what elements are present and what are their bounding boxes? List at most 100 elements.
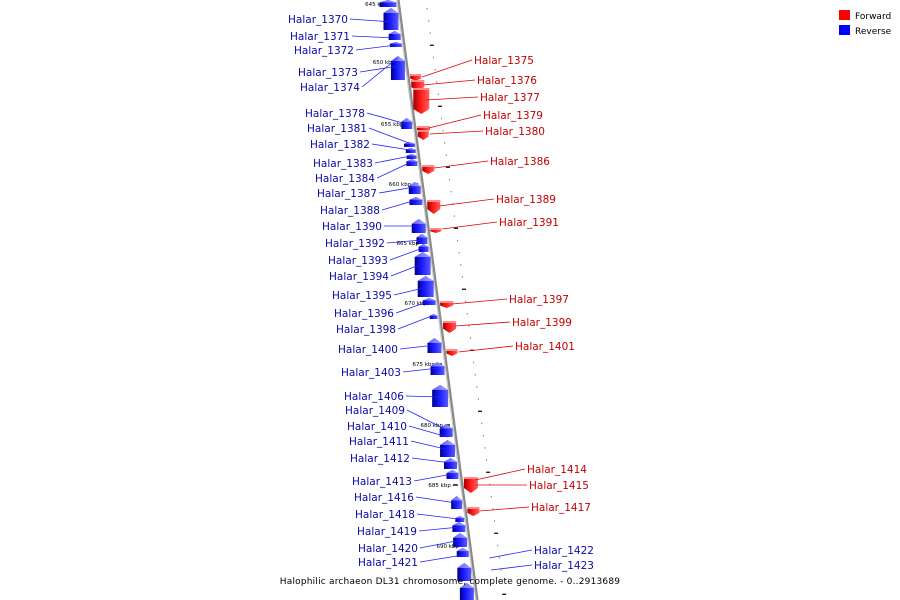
reverse-gene-glyph[interactable] <box>432 385 449 407</box>
reverse-gene-glyph[interactable] <box>379 0 397 7</box>
forward-gene-label[interactable]: Halar_1417 <box>531 502 591 514</box>
reverse-gene-label[interactable]: Halar_1412 <box>350 453 410 465</box>
forward-gene-label[interactable]: Halar_1380 <box>485 126 545 138</box>
reverse-gene-label[interactable]: Halar_1398 <box>336 324 396 336</box>
reverse-gene-glyph[interactable] <box>451 496 463 509</box>
reverse-gene-glyph[interactable] <box>409 197 423 205</box>
reverse-gene-label[interactable]: Halar_1413 <box>352 476 412 488</box>
reverse-gene-glyph[interactable] <box>406 159 418 166</box>
reverse-gene-glyph-face <box>417 276 434 281</box>
forward-gene-glyph[interactable] <box>427 200 441 214</box>
forward-gene-label[interactable]: Halar_1415 <box>529 480 589 492</box>
reverse-gene-glyph[interactable] <box>406 154 417 159</box>
minor-tick-dot <box>437 93 439 95</box>
minor-tick-dot <box>502 593 507 595</box>
reverse-gene-label[interactable]: Halar_1372 <box>294 45 354 57</box>
minor-tick-dot <box>460 264 462 266</box>
reverse-gene-leader <box>408 425 448 438</box>
reverse-gene-label[interactable]: Halar_1416 <box>354 492 414 504</box>
forward-gene-label[interactable]: Halar_1397 <box>509 294 569 306</box>
forward-gene-glyph[interactable] <box>467 507 480 516</box>
reverse-gene-glyph[interactable] <box>457 563 472 581</box>
reverse-gene-label[interactable]: Halar_1390 <box>322 221 382 233</box>
reverse-gene-glyph[interactable] <box>405 148 416 153</box>
forward-gene-glyph[interactable] <box>443 321 457 333</box>
forward-gene-label[interactable]: Halar_1386 <box>490 156 550 168</box>
reverse-gene-label[interactable]: Halar_1382 <box>310 139 370 151</box>
reverse-gene-leader <box>381 199 417 211</box>
forward-gene-glyph[interactable] <box>440 301 454 308</box>
reverse-gene-glyph[interactable] <box>389 42 402 47</box>
reverse-gene-label[interactable]: Halar_1403 <box>341 367 401 379</box>
reverse-gene-glyph[interactable] <box>388 31 401 40</box>
forward-gene-glyph[interactable] <box>413 88 430 114</box>
reverse-gene-glyph[interactable] <box>459 583 474 600</box>
reverse-gene-label[interactable]: Halar_1400 <box>338 344 398 356</box>
reverse-gene-label[interactable]: Halar_1419 <box>357 526 417 538</box>
reverse-gene-leader <box>411 457 452 464</box>
legend-forward-swatch <box>839 10 850 20</box>
reverse-gene-glyph[interactable] <box>383 8 399 30</box>
forward-gene-label[interactable]: Halar_1401 <box>515 341 575 353</box>
reverse-gene-label[interactable]: Halar_1387 <box>317 188 377 200</box>
reverse-gene-glyph[interactable] <box>429 314 438 319</box>
reverse-gene-glyph-face <box>440 440 456 445</box>
reverse-gene-label[interactable]: Halar_1396 <box>334 308 394 320</box>
forward-gene-label[interactable]: Halar_1379 <box>483 110 543 122</box>
reverse-gene-glyph[interactable] <box>440 440 456 457</box>
forward-gene-label[interactable]: Halar_1375 <box>474 55 534 67</box>
reverse-gene-label[interactable]: Halar_1422 <box>534 545 594 557</box>
reverse-gene-label[interactable]: Halar_1388 <box>320 205 380 217</box>
reverse-gene-label[interactable]: Halar_1383 <box>313 158 373 170</box>
reverse-gene-glyph[interactable] <box>439 424 453 437</box>
reverse-gene-leader <box>406 409 447 431</box>
reverse-gene-label[interactable]: Halar_1394 <box>329 271 389 283</box>
reverse-gene-label[interactable]: Halar_1421 <box>358 557 418 569</box>
reverse-gene-label[interactable]: Halar_1374 <box>300 82 360 94</box>
kbp-tick-label: 685 kbp <box>428 483 451 489</box>
reverse-gene-label[interactable]: Halar_1392 <box>325 238 385 250</box>
reverse-gene-glyph[interactable] <box>444 458 458 469</box>
forward-gene-glyph[interactable] <box>417 130 429 140</box>
forward-gene-label[interactable]: Halar_1391 <box>499 217 559 229</box>
reverse-gene-label[interactable]: Halar_1371 <box>290 31 350 43</box>
reverse-gene-glyph[interactable] <box>404 142 416 147</box>
reverse-gene-label[interactable]: Halar_1418 <box>355 509 415 521</box>
reverse-gene-label[interactable]: Halar_1393 <box>328 255 388 267</box>
forward-gene-glyph[interactable] <box>410 74 422 81</box>
reverse-gene-label[interactable]: Halar_1409 <box>345 405 405 417</box>
forward-gene-label[interactable]: Halar_1389 <box>496 194 556 206</box>
forward-gene-label[interactable]: Halar_1377 <box>480 92 540 104</box>
reverse-gene-label[interactable]: Halar_1381 <box>307 123 367 135</box>
reverse-gene-glyph[interactable] <box>390 56 405 80</box>
reverse-gene-label[interactable]: Halar_1410 <box>347 421 407 433</box>
reverse-gene-glyph[interactable] <box>417 276 434 297</box>
reverse-gene-glyph[interactable] <box>456 548 469 557</box>
reverse-gene-label[interactable]: Halar_1373 <box>298 67 358 79</box>
forward-gene-label[interactable]: Halar_1399 <box>512 317 572 329</box>
reverse-gene-label[interactable]: Halar_1384 <box>315 173 375 185</box>
reverse-gene-label[interactable]: Halar_1406 <box>344 391 404 403</box>
minor-tick-dot <box>444 142 446 144</box>
reverse-gene-glyph[interactable] <box>408 182 421 194</box>
minor-tick-dot <box>428 20 430 22</box>
forward-gene-glyph[interactable] <box>463 477 478 493</box>
reverse-gene-glyph[interactable] <box>446 470 459 479</box>
reverse-gene-glyph[interactable] <box>455 516 465 522</box>
reverse-gene-label[interactable]: Halar_1370 <box>288 14 348 26</box>
forward-gene-label[interactable]: Halar_1414 <box>527 464 587 476</box>
reverse-gene-label[interactable]: Halar_1423 <box>534 560 594 572</box>
forward-gene-glyph[interactable] <box>422 165 435 174</box>
reverse-gene-glyph[interactable] <box>401 118 413 129</box>
reverse-gene-glyph[interactable] <box>418 244 429 252</box>
reverse-gene-label[interactable]: Halar_1378 <box>305 108 365 120</box>
forward-gene-glyph[interactable] <box>446 349 458 356</box>
minor-tick-dot <box>482 435 484 437</box>
forward-gene-glyph[interactable] <box>430 228 442 233</box>
kbp-tick-label: 655 kbp <box>381 122 404 128</box>
forward-gene-label[interactable]: Halar_1376 <box>477 75 537 87</box>
reverse-gene-label[interactable]: Halar_1420 <box>358 543 418 555</box>
reverse-gene-label[interactable]: Halar_1395 <box>332 290 392 302</box>
reverse-gene-label[interactable]: Halar_1411 <box>349 436 409 448</box>
reverse-gene-glyph[interactable] <box>416 234 428 244</box>
